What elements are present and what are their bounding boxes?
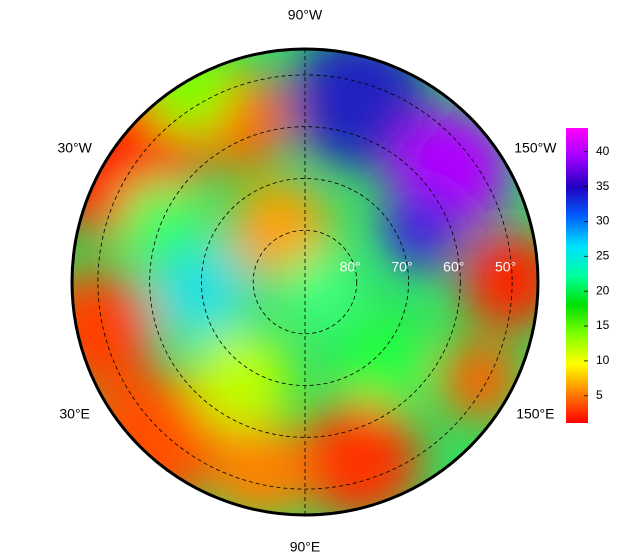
colorbar-tick-label: 40 xyxy=(596,144,610,158)
colorbar-tick-label: 5 xyxy=(596,388,603,402)
longitude-label: 90°W xyxy=(288,7,323,23)
latitude-label: 60° xyxy=(443,259,464,275)
latitude-circle xyxy=(97,74,513,490)
colorbar-tick-label: 10 xyxy=(596,353,610,367)
longitude-label: 90°E xyxy=(290,539,321,552)
colorbar-tick-label: 25 xyxy=(596,248,610,262)
colorbar-tick-label: 30 xyxy=(596,214,610,228)
colorbar-tick-label: 20 xyxy=(596,283,610,297)
colorbar-tick-label: 15 xyxy=(596,318,610,332)
latitude-label: 50° xyxy=(495,259,516,275)
latitude-label: 70° xyxy=(391,259,412,275)
longitude-label: 150°E xyxy=(516,406,554,422)
latitude-circle xyxy=(252,229,358,335)
graticule xyxy=(97,49,513,515)
map-border xyxy=(70,47,540,517)
longitude-label: 30°E xyxy=(59,406,90,422)
longitude-label: 150°W xyxy=(514,140,557,156)
data-field xyxy=(72,49,538,515)
colorbar-tick-label: 35 xyxy=(596,179,610,193)
colorbar xyxy=(566,128,588,423)
latitude-label: 80° xyxy=(340,259,361,275)
longitude-label: 30°W xyxy=(57,140,92,156)
